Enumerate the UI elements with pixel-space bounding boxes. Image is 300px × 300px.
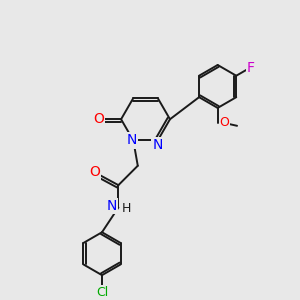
Text: H: H: [122, 202, 131, 214]
Text: O: O: [93, 112, 104, 126]
Text: N: N: [153, 138, 163, 152]
Text: N: N: [107, 199, 117, 213]
Text: Cl: Cl: [96, 286, 108, 299]
Text: O: O: [89, 165, 100, 179]
Text: F: F: [247, 61, 255, 74]
Text: O: O: [219, 116, 229, 129]
Text: N: N: [127, 134, 137, 147]
